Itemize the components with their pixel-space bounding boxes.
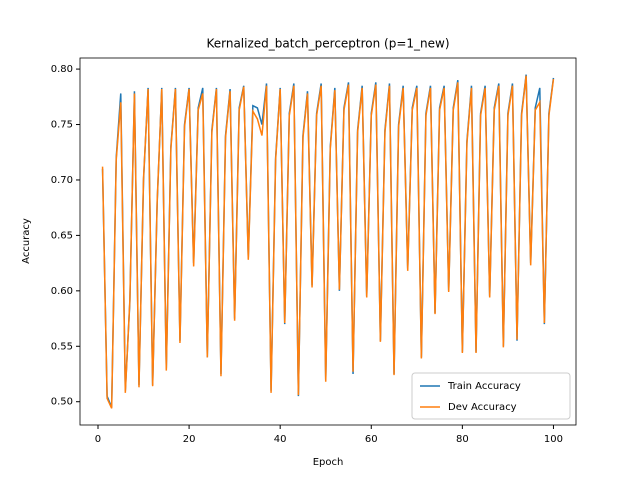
legend-label: Dev Accuracy bbox=[448, 402, 517, 413]
y-tick-label: 0.75 bbox=[51, 120, 73, 131]
y-axis-label: Accuracy bbox=[21, 218, 32, 264]
legend-label: Train Accuracy bbox=[447, 381, 521, 392]
y-tick-label: 0.70 bbox=[51, 175, 73, 186]
legend-box bbox=[411, 372, 571, 420]
y-tick-label: 0.60 bbox=[51, 286, 73, 297]
y-tick-label: 0.55 bbox=[51, 341, 73, 352]
x-tick-label: 0 bbox=[95, 434, 101, 445]
y-tick-label: 0.80 bbox=[51, 64, 73, 75]
x-tick-label: 20 bbox=[183, 434, 196, 445]
chart-title: Kernalized_batch_perceptron (p=1_new) bbox=[206, 37, 449, 51]
x-tick-label: 40 bbox=[274, 434, 287, 445]
y-tick-label: 0.50 bbox=[51, 397, 73, 408]
x-tick-label: 60 bbox=[365, 434, 378, 445]
x-axis-label: Epoch bbox=[313, 457, 344, 468]
x-tick-label: 80 bbox=[456, 434, 469, 445]
y-tick-label: 0.65 bbox=[51, 230, 73, 241]
x-tick-label: 100 bbox=[544, 434, 563, 445]
plot-frame bbox=[79, 57, 577, 426]
series-line bbox=[101, 75, 555, 409]
